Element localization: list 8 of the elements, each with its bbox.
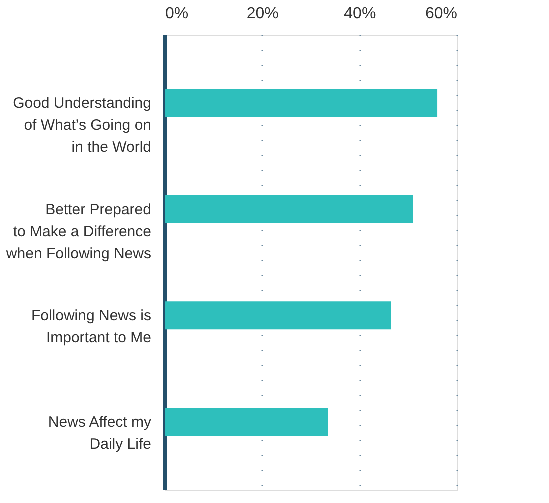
x-tick-label: 0%	[166, 6, 189, 22]
x-tick-label: 20%	[246, 6, 279, 22]
y-tick-label: Better Prepared to Make a Difference when Following News	[5, 201, 152, 262]
x-tick-label: 40%	[344, 6, 376, 22]
y-tick-label: News Affect my Daily Life	[48, 414, 152, 453]
y-tick-label: Following News is Important to Me	[31, 308, 152, 347]
y-tick-label: Good Understanding of What’s Going on in the World	[13, 95, 152, 156]
x-tick-label: 60%	[425, 6, 458, 22]
